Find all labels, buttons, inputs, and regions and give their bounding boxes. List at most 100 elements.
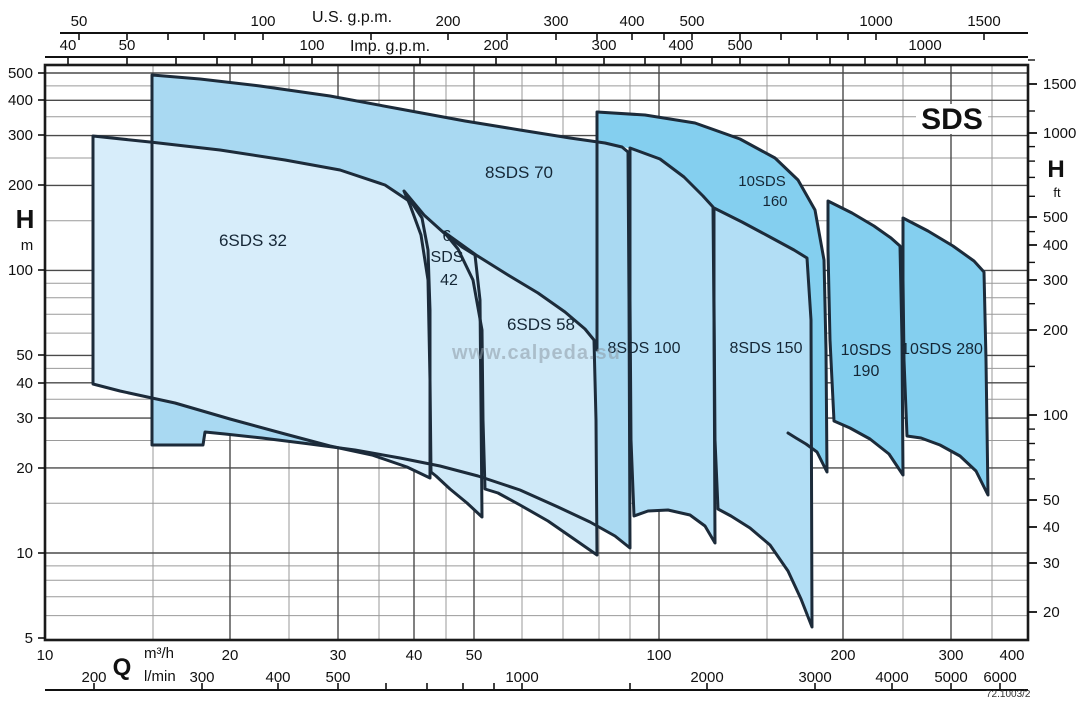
svg-text:160: 160 (762, 193, 787, 210)
svg-text:SDS: SDS (431, 249, 464, 266)
svg-text:1000: 1000 (505, 669, 538, 686)
svg-text:100: 100 (646, 647, 671, 664)
svg-text:500: 500 (325, 669, 350, 686)
svg-text:m: m (21, 237, 34, 254)
svg-text:190: 190 (853, 363, 880, 380)
svg-text:20: 20 (16, 460, 33, 477)
plot-border (43, 63, 1030, 642)
svg-text:1500: 1500 (1043, 76, 1076, 93)
envelope-fill-6sds32 (93, 136, 430, 478)
svg-text:400: 400 (999, 647, 1024, 664)
svg-text:3000: 3000 (798, 669, 831, 686)
svg-text:200: 200 (435, 13, 460, 30)
envelope-outline-10sds160 (595, 110, 829, 474)
svg-text:400: 400 (8, 92, 33, 109)
envelope-outline-8sds100 (628, 146, 717, 545)
svg-text:1000: 1000 (908, 37, 941, 54)
envelope-outlines (91, 73, 990, 629)
svg-text:50: 50 (119, 37, 136, 54)
svg-text:4000: 4000 (875, 669, 908, 686)
svg-text:2000: 2000 (690, 669, 723, 686)
svg-text:40: 40 (60, 37, 77, 54)
svg-text:300: 300 (591, 37, 616, 54)
svg-text:10: 10 (16, 545, 33, 562)
svg-text:300: 300 (938, 647, 963, 664)
svg-text:50: 50 (466, 647, 483, 664)
svg-text:SDS: SDS (921, 103, 983, 136)
svg-text:10SDS: 10SDS (738, 173, 786, 190)
svg-text:ft: ft (1053, 185, 1061, 200)
svg-text:100: 100 (8, 262, 33, 279)
svg-text:100: 100 (1043, 407, 1068, 424)
svg-text:200: 200 (830, 647, 855, 664)
svg-text:300: 300 (543, 13, 568, 30)
svg-text:l/min: l/min (144, 668, 176, 685)
svg-text:500: 500 (8, 65, 33, 82)
svg-text:50: 50 (1043, 492, 1060, 509)
svg-text:400: 400 (265, 669, 290, 686)
svg-text:Imp. g.p.m.: Imp. g.p.m. (350, 38, 430, 55)
model-labels: 6SDS 32 6 SDS 42 8SDS 70 6SDS 58 8SDS 100 8SDS … (219, 163, 983, 380)
envelope-outline-10sds190 (826, 199, 905, 477)
svg-text:10: 10 (37, 647, 54, 664)
svg-text:500: 500 (1043, 209, 1068, 226)
envelope-outline-8sds70 (150, 73, 632, 550)
svg-text:8SDS 100: 8SDS 100 (608, 340, 681, 357)
watermark: www.calpeda.su (452, 342, 621, 364)
svg-text:100: 100 (299, 37, 324, 54)
envelope-fill-10sds160 (597, 112, 827, 472)
svg-text:200: 200 (8, 177, 33, 194)
svg-text:H: H (1047, 156, 1064, 183)
svg-text:6SDS 32: 6SDS 32 (219, 231, 287, 250)
envelope-fill-6sds58 (444, 232, 597, 555)
svg-text:6000: 6000 (983, 669, 1016, 686)
envelope-fill-6sds42 (404, 191, 482, 517)
svg-text:5000: 5000 (934, 669, 967, 686)
svg-text:1000: 1000 (859, 13, 892, 30)
svg-text:U.S. g.p.m.: U.S. g.p.m. (312, 9, 392, 26)
svg-text:400: 400 (619, 13, 644, 30)
svg-text:H: H (16, 204, 35, 234)
svg-text:6SDS 58: 6SDS 58 (507, 315, 575, 334)
svg-text:50: 50 (71, 13, 88, 30)
svg-text:5: 5 (25, 630, 33, 647)
svg-text:300: 300 (189, 669, 214, 686)
svg-text:30: 30 (1043, 555, 1060, 572)
svg-text:8SDS 70: 8SDS 70 (485, 163, 553, 182)
svg-text:200: 200 (483, 37, 508, 54)
envelope-fill-10sds280 (903, 218, 988, 495)
drawing-number: 72.1003/2 (986, 689, 1031, 700)
svg-text:200: 200 (81, 669, 106, 686)
svg-text:1000: 1000 (1043, 125, 1076, 142)
svg-text:200: 200 (1043, 322, 1068, 339)
svg-text:Q: Q (113, 654, 132, 681)
envelope-outline-6sds58 (442, 230, 599, 557)
svg-text:1500: 1500 (967, 13, 1000, 30)
svg-text:42: 42 (440, 272, 458, 289)
svg-text:100: 100 (250, 13, 275, 30)
svg-text:10SDS: 10SDS (841, 342, 892, 359)
svg-text:m³/h: m³/h (144, 645, 174, 662)
svg-text:30: 30 (16, 410, 33, 427)
svg-text:400: 400 (668, 37, 693, 54)
svg-text:500: 500 (679, 13, 704, 30)
svg-text:40: 40 (16, 375, 33, 392)
svg-text:20: 20 (1043, 604, 1060, 621)
envelope-outline-10sds280 (901, 216, 990, 497)
envelope-outline-8sds150 (712, 206, 814, 629)
envelope-fill-8sds150 (714, 208, 812, 627)
svg-text:400: 400 (1043, 237, 1068, 254)
envelope-fill-8sds100 (630, 148, 715, 543)
svg-text:300: 300 (1043, 272, 1068, 289)
envelope-fill-10sds190 (828, 201, 903, 475)
svg-text:6: 6 (443, 228, 452, 245)
svg-text:300: 300 (8, 127, 33, 144)
svg-text:500: 500 (727, 37, 752, 54)
svg-text:20: 20 (222, 647, 239, 664)
svg-text:8SDS 150: 8SDS 150 (730, 340, 803, 357)
svg-text:50: 50 (16, 347, 33, 364)
